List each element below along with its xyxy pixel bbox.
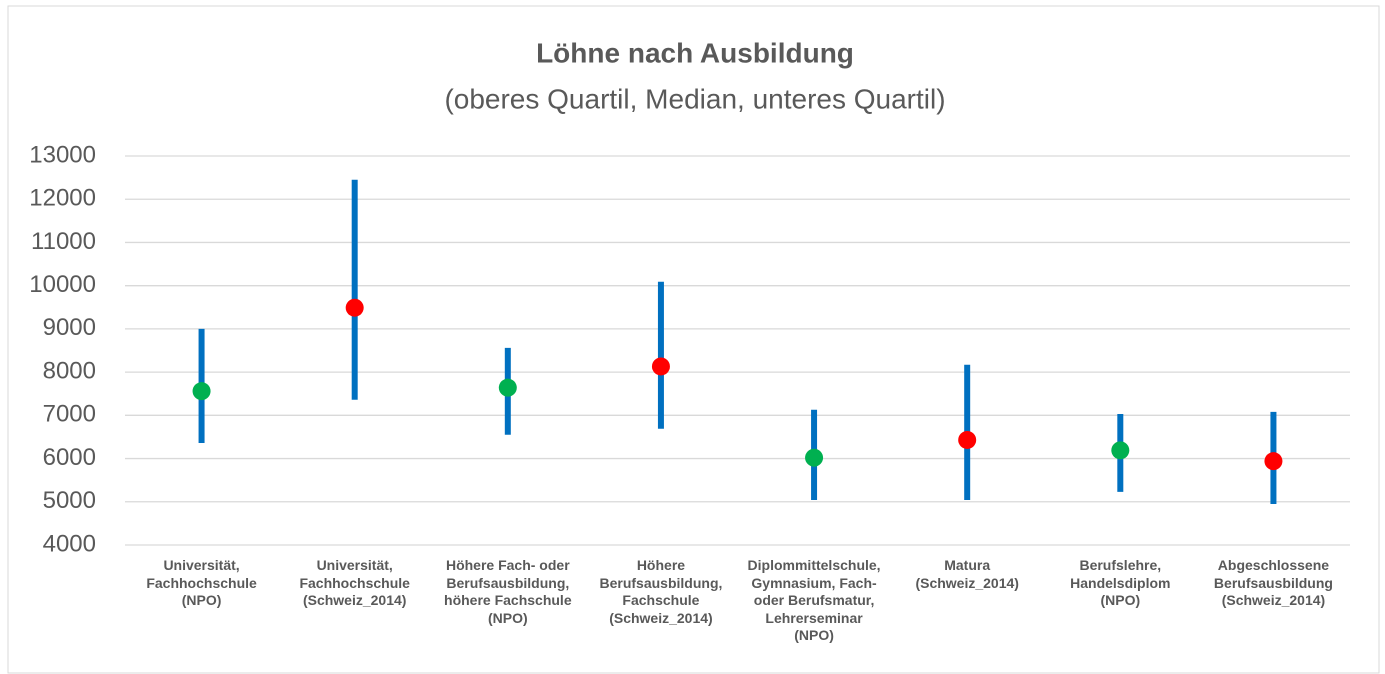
- x-tick-label: Höhere Fach- oder Berufsausbildung, höhe…: [444, 557, 572, 626]
- median-dot: [958, 430, 977, 449]
- x-tick-label: Matura (Schweiz_2014): [915, 557, 1019, 591]
- median-dot: [498, 378, 517, 397]
- median-dot: [1264, 452, 1283, 471]
- y-tick-label: 6000: [43, 444, 96, 471]
- y-tick-label: 13000: [29, 141, 96, 168]
- x-tick-label: Universität, Fachhochschule (Schweiz_201…: [299, 557, 410, 608]
- median-dot: [345, 298, 364, 317]
- y-tick-label: 9000: [43, 314, 96, 341]
- y-tick-label: 4000: [43, 530, 96, 557]
- y-tick-label: 12000: [29, 185, 96, 212]
- median-dot: [651, 357, 670, 376]
- x-tick-label: Universität, Fachhochschule (NPO): [146, 557, 257, 608]
- median-dot: [192, 382, 211, 401]
- chart-border: [7, 5, 1380, 674]
- median-dot: [1111, 441, 1130, 460]
- y-tick-label: 10000: [29, 271, 96, 298]
- y-tick-label: 7000: [43, 401, 96, 428]
- x-tick-label: Berufslehre, Handelsdiplom (NPO): [1070, 557, 1171, 608]
- y-tick-label: 11000: [31, 228, 96, 255]
- y-tick-label: 5000: [43, 487, 96, 514]
- chart-title: Löhne nach Ausbildung: [536, 37, 854, 68]
- y-tick-label: 8000: [43, 357, 96, 384]
- x-tick-label: Höhere Berufsausbildung, Fachschule (Sch…: [599, 557, 723, 626]
- chart-subtitle: (oberes Quartil, Median, unteres Quartil…: [444, 83, 945, 114]
- median-dot: [805, 448, 824, 467]
- x-tick-label: Abgeschlossene Berufsausbildung (Schweiz…: [1213, 557, 1333, 608]
- x-tick-label: Diplommittelschule, Gymnasium, Fach- ode…: [747, 557, 881, 643]
